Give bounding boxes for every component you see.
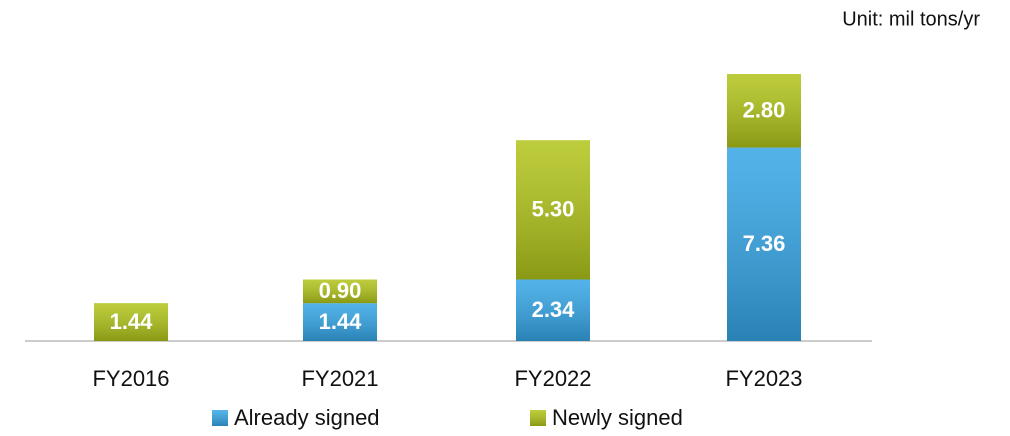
- bar-shade: [516, 279, 590, 341]
- bar-shade: [516, 140, 590, 280]
- bar-shade: [727, 74, 801, 148]
- x-tick-label: FY2022: [514, 366, 591, 391]
- data-label: 5.30: [532, 197, 575, 222]
- legend-swatch-shade: [530, 410, 546, 426]
- legend-label: Newly signed: [552, 405, 683, 430]
- x-tick-label: FY2016: [92, 366, 169, 391]
- legend-swatch-shade: [212, 410, 228, 426]
- data-label: 1.44: [110, 309, 154, 334]
- unit-note: Unit: mil tons/yr: [842, 8, 980, 30]
- bar-shade: [94, 303, 168, 341]
- bar-shade: [303, 303, 377, 341]
- x-tick-label: FY2021: [301, 366, 378, 391]
- data-label: 2.80: [743, 98, 786, 123]
- bar-shade: [303, 279, 377, 304]
- legend-label: Already signed: [234, 405, 380, 430]
- data-label: 2.34: [532, 297, 576, 322]
- data-label: 1.44: [319, 309, 363, 334]
- data-label: 0.90: [319, 278, 362, 303]
- x-tick-label: FY2023: [725, 366, 802, 391]
- bar-shade: [727, 147, 801, 341]
- data-label: 7.36: [743, 231, 786, 256]
